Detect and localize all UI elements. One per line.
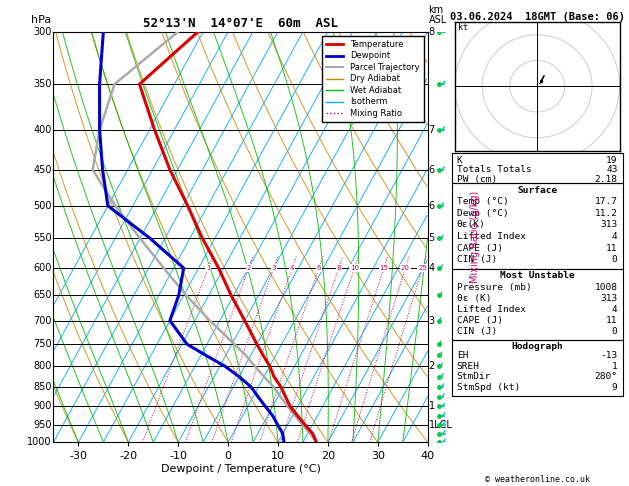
Text: 20: 20	[401, 265, 410, 271]
Text: 650: 650	[33, 290, 52, 300]
Text: 313: 313	[600, 221, 618, 229]
Text: 300: 300	[33, 27, 52, 36]
Text: SREH: SREH	[457, 362, 480, 371]
Text: θε (K): θε (K)	[457, 294, 491, 303]
Text: 2: 2	[428, 361, 435, 371]
Text: PW (cm): PW (cm)	[457, 175, 497, 184]
Text: EH: EH	[457, 351, 468, 360]
Text: 17.7: 17.7	[594, 197, 618, 207]
Text: θε(K): θε(K)	[457, 221, 486, 229]
Text: 11.2: 11.2	[594, 209, 618, 218]
X-axis label: Dewpoint / Temperature (°C): Dewpoint / Temperature (°C)	[160, 464, 321, 474]
Text: StmDir: StmDir	[457, 372, 491, 381]
Text: -13: -13	[600, 351, 618, 360]
Text: 1: 1	[612, 362, 618, 371]
Text: StmSpd (kt): StmSpd (kt)	[457, 382, 520, 392]
Text: 1: 1	[206, 265, 211, 271]
Text: CAPE (J): CAPE (J)	[457, 315, 503, 325]
Text: kt: kt	[457, 22, 467, 32]
Text: 1000: 1000	[27, 437, 52, 447]
Text: 4: 4	[612, 305, 618, 313]
Text: 8: 8	[337, 265, 341, 271]
Text: 500: 500	[33, 201, 52, 211]
Text: 6: 6	[428, 201, 435, 211]
Text: 4: 4	[290, 265, 294, 271]
Text: K: K	[457, 156, 462, 165]
Text: 1: 1	[428, 401, 435, 411]
Legend: Temperature, Dewpoint, Parcel Trajectory, Dry Adiabat, Wet Adiabat, Isotherm, Mi: Temperature, Dewpoint, Parcel Trajectory…	[322, 36, 423, 122]
Text: 900: 900	[33, 401, 52, 411]
Text: Totals Totals: Totals Totals	[457, 165, 532, 174]
Text: 11: 11	[606, 315, 618, 325]
Text: 280°: 280°	[594, 372, 618, 381]
Text: CIN (J): CIN (J)	[457, 255, 497, 264]
Text: CIN (J): CIN (J)	[457, 327, 497, 336]
Text: Most Unstable: Most Unstable	[500, 271, 574, 280]
Text: Temp (°C): Temp (°C)	[457, 197, 508, 207]
Text: 0: 0	[612, 255, 618, 264]
Text: Mixing Ratio (g/kg): Mixing Ratio (g/kg)	[470, 191, 480, 283]
Text: 3: 3	[428, 315, 435, 326]
Text: © weatheronline.co.uk: © weatheronline.co.uk	[485, 474, 589, 484]
Text: 313: 313	[600, 294, 618, 303]
Text: 800: 800	[33, 361, 52, 371]
Text: hPa: hPa	[31, 16, 51, 25]
Text: 03.06.2024  18GMT (Base: 06): 03.06.2024 18GMT (Base: 06)	[450, 12, 625, 22]
Text: 43: 43	[606, 165, 618, 174]
Text: 10: 10	[350, 265, 359, 271]
Text: CAPE (J): CAPE (J)	[457, 243, 503, 253]
Text: 19: 19	[606, 156, 618, 165]
Text: 750: 750	[33, 339, 52, 349]
Text: 4: 4	[428, 263, 435, 273]
Bar	[452, 269, 623, 340]
Text: 25: 25	[418, 265, 427, 271]
Text: 850: 850	[33, 382, 52, 392]
Text: 2.18: 2.18	[594, 175, 618, 184]
Text: 450: 450	[33, 165, 52, 175]
Text: Lifted Index: Lifted Index	[457, 232, 526, 241]
Bar	[452, 183, 623, 269]
Text: Pressure (mb): Pressure (mb)	[457, 283, 532, 292]
Text: 5: 5	[428, 233, 435, 243]
Text: 7: 7	[428, 125, 435, 135]
Text: 3: 3	[272, 265, 276, 271]
Text: 6: 6	[428, 165, 435, 175]
Text: 8: 8	[428, 27, 435, 36]
Text: 350: 350	[33, 79, 52, 89]
Text: 15: 15	[379, 265, 388, 271]
Text: 550: 550	[33, 233, 52, 243]
Text: 4: 4	[612, 232, 618, 241]
Title: 52°13'N  14°07'E  60m  ASL: 52°13'N 14°07'E 60m ASL	[143, 17, 338, 31]
Text: Dewp (°C): Dewp (°C)	[457, 209, 508, 218]
Text: 11: 11	[606, 243, 618, 253]
Text: 700: 700	[33, 315, 52, 326]
Text: 0: 0	[612, 327, 618, 336]
Text: Lifted Index: Lifted Index	[457, 305, 526, 313]
Text: 1008: 1008	[594, 283, 618, 292]
Text: 1LCL: 1LCL	[428, 420, 452, 430]
Text: 6: 6	[317, 265, 321, 271]
Text: Surface: Surface	[517, 186, 557, 195]
Text: 400: 400	[33, 125, 52, 135]
Text: 9: 9	[612, 382, 618, 392]
Text: 600: 600	[33, 263, 52, 273]
Bar	[452, 340, 623, 396]
Text: 2: 2	[247, 265, 251, 271]
Bar	[452, 153, 623, 183]
Text: 950: 950	[33, 420, 52, 430]
Text: Hodograph: Hodograph	[511, 342, 563, 351]
Text: km
ASL: km ASL	[428, 5, 447, 25]
